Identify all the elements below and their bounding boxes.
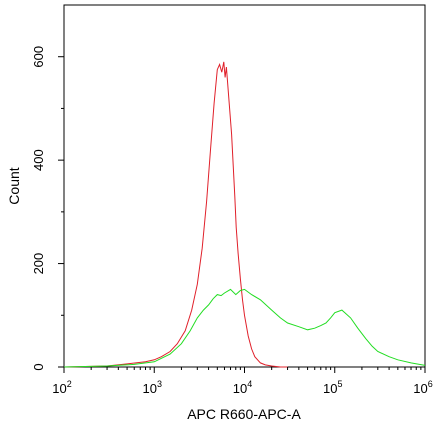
series-line-1 — [63, 61, 288, 368]
x-tick-label: 103 — [143, 379, 162, 396]
series-line-2 — [63, 288, 426, 368]
x-axis-title: APC R660-APC-A — [187, 406, 301, 422]
series-layer — [63, 61, 426, 368]
x-axis-ticks: 102 103 104 105 106 — [52, 367, 433, 396]
y-axis-ticks: 0 200 400 600 — [31, 46, 64, 371]
y-axis-title: Count — [6, 167, 22, 204]
x-tick-label: 105 — [323, 379, 342, 396]
y-tick-label: 200 — [31, 253, 46, 275]
x-tick-label: 104 — [233, 379, 252, 396]
x-tick-label: 106 — [413, 379, 432, 396]
y-tick-label: 600 — [31, 46, 46, 68]
y-tick-label: 0 — [31, 363, 46, 370]
y-tick-label: 400 — [31, 149, 46, 171]
x-tick-label: 102 — [52, 379, 71, 396]
